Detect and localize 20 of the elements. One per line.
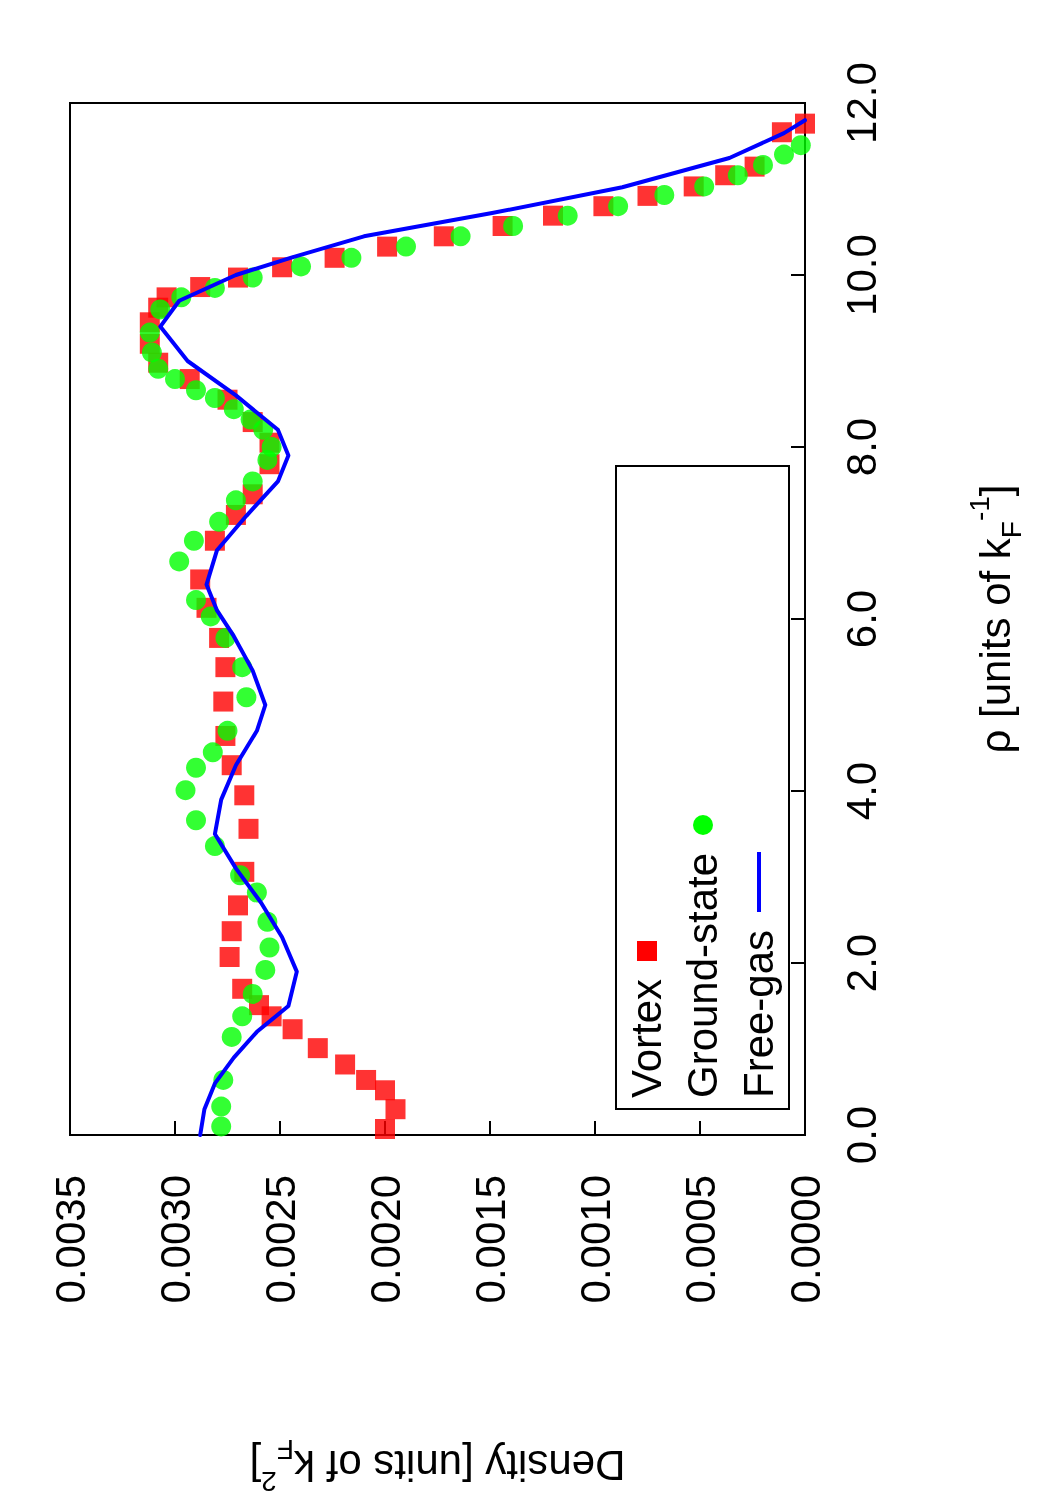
y-axis-title: ρ [units of kF-1] bbox=[963, 484, 1027, 754]
x-tick-label: 0.0020 bbox=[361, 1175, 409, 1304]
x-tick-label: 0.0010 bbox=[571, 1175, 619, 1304]
x-tick-label: 0.0015 bbox=[466, 1175, 514, 1304]
legend-label: Ground-state bbox=[678, 852, 727, 1098]
y-tick-label: 6.0 bbox=[837, 589, 885, 649]
y-tick-label: 10.0 bbox=[837, 234, 885, 316]
x-tick-label: 0.0025 bbox=[256, 1175, 304, 1304]
x-axis-title: Density [units of kF2] bbox=[249, 1433, 626, 1497]
legend-label: Free-gas bbox=[734, 929, 783, 1098]
y-tick-label: 4.0 bbox=[837, 761, 885, 821]
x-tick-label: 0.0035 bbox=[46, 1175, 94, 1304]
x-tick-label: 0.0005 bbox=[676, 1175, 724, 1304]
y-tick-label: 8.0 bbox=[837, 417, 885, 477]
x-tick-label: 0.0030 bbox=[151, 1175, 199, 1304]
x-tick-label: 0.0000 bbox=[781, 1175, 829, 1304]
y-tick-label: 2.0 bbox=[837, 933, 885, 993]
y-tick-label: 12.0 bbox=[837, 62, 885, 144]
legend-label: Vortex bbox=[622, 978, 671, 1098]
y-tick-label: 0.0 bbox=[837, 1105, 885, 1165]
